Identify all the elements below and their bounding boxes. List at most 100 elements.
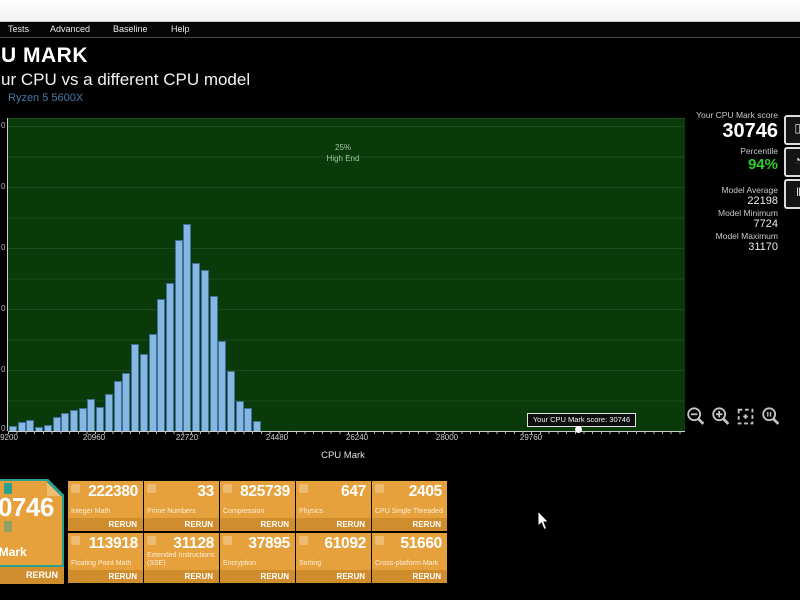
histogram-bar (43, 425, 52, 431)
tile-badge-icon (4, 483, 12, 494)
histogram-bar (227, 371, 235, 431)
score-label: Your CPU Mark score (696, 110, 778, 120)
histogram-bar (113, 381, 122, 431)
menu-item-baseline[interactable]: Baseline (113, 24, 148, 34)
back-arrow-icon: ◔ (793, 153, 800, 167)
mouse-cursor (537, 509, 551, 536)
chart-icon: ‖ (796, 185, 800, 199)
tile-glyph-icon (375, 536, 384, 545)
rerun-button[interactable]: RERUN (372, 518, 447, 531)
rerun-button[interactable]: RERUN (372, 570, 447, 583)
rerun-button[interactable]: RERUN (68, 518, 143, 531)
rerun-button[interactable]: RERUN (144, 518, 219, 531)
histogram-bar (131, 344, 140, 431)
y-tick-label-fragment: 0 (1, 182, 6, 191)
tile-label: Physics (299, 508, 324, 515)
tile-value: 825739 (240, 483, 290, 500)
histogram-bar (183, 224, 192, 431)
percentile-label: Percentile (740, 146, 778, 156)
tile-glyph-icon (71, 484, 80, 493)
menu-bar: Tests Advanced Baseline Help (0, 22, 800, 38)
tile-value: 647 (341, 483, 366, 500)
histogram-bar (192, 263, 201, 431)
side-button-back[interactable]: ◔ (784, 147, 800, 177)
result-tile-prime-numbers[interactable]: 33 Prime Numbers (144, 481, 219, 518)
result-tile-physics[interactable]: 647 Physics (296, 481, 371, 518)
histogram-bar (174, 240, 183, 431)
page-title: U MARK (1, 44, 88, 67)
page-subtitle: ur CPU vs a different CPU model (1, 70, 251, 89)
x-tick-label: 20960 (82, 433, 106, 442)
cpu-mark-summary-tile[interactable]: 30746 CPU Mark (0, 479, 64, 567)
histogram-bar (96, 407, 105, 431)
tile-value: 37895 (248, 535, 290, 552)
zoom-out-icon[interactable] (685, 405, 707, 429)
menu-item-tests[interactable]: Tests (8, 24, 30, 34)
x-tick-label: 28000 (435, 433, 459, 442)
result-tile-sorting[interactable]: 61092 Sorting (296, 533, 371, 570)
chart-zoom-controls (685, 403, 785, 431)
y-tick-label-fragment: 0 (1, 365, 6, 374)
menu-item-help[interactable]: Help (171, 24, 190, 34)
x-tick-label: 9200 (0, 433, 18, 442)
histogram-bar (139, 354, 148, 431)
score-marker-tooltip: Your CPU Mark score: 30746 (527, 413, 636, 427)
tile-value: 33 (197, 483, 214, 500)
histogram-bars (9, 120, 685, 431)
rerun-button[interactable]: RERUN (68, 570, 143, 583)
histogram-plot-area[interactable] (8, 118, 685, 432)
x-tick-label: 26240 (345, 433, 369, 442)
result-tile-cross-platform-mark[interactable]: 51660 Cross-platform Mark (372, 533, 447, 570)
tile-value: 222380 (88, 483, 138, 500)
tile-value: 113918 (88, 535, 138, 552)
model-minimum-value: 7724 (753, 218, 778, 230)
y-tick-label-fragment: 0 (1, 424, 6, 433)
cpu-model-link[interactable]: Ryzen 5 5600X (8, 92, 84, 104)
result-tile-encryption[interactable]: 37895 Encryption (220, 533, 295, 570)
y-tick-label-fragment: 0 (1, 243, 6, 252)
result-tile-floating-point-math[interactable]: 113918 Floating Point Math (68, 533, 143, 570)
histogram-bar (35, 427, 44, 431)
model-maximum-label: Model Maximum (715, 231, 778, 241)
tile-glyph-icon (375, 484, 384, 493)
rerun-button[interactable]: RERUN (296, 570, 371, 583)
side-button-document[interactable]: ▯ (784, 115, 800, 145)
histogram-bar (244, 408, 253, 431)
actual-size-icon[interactable] (760, 405, 782, 429)
rerun-button[interactable]: RERUN (220, 570, 295, 583)
result-tile-compression[interactable]: 825739 Compression (220, 481, 295, 518)
histogram-bar (26, 420, 35, 431)
fit-to-window-icon[interactable] (735, 405, 757, 429)
tile-glyph-icon (299, 536, 308, 545)
rerun-button[interactable]: RERUN (296, 518, 371, 531)
tile-glyph-icon (223, 536, 232, 545)
score-value: 30746 (722, 120, 778, 142)
rerun-button[interactable]: RERUN (144, 570, 219, 583)
tile-label: Integer Math (71, 508, 111, 515)
tile-label: Encryption (223, 560, 257, 567)
side-button-chart[interactable]: ‖ (784, 179, 800, 209)
x-axis-title: CPU Mark (321, 450, 365, 461)
tile-glyph-icon (223, 484, 232, 493)
tile-badge-icon (4, 521, 12, 532)
histogram-bar (9, 426, 17, 431)
window-title-bar (0, 0, 800, 22)
result-tile-extended-instructions-sse-[interactable]: 31128 Extended Instructions (SSE) (144, 533, 219, 570)
model-average-value: 22198 (747, 195, 778, 207)
tile-label: Compression (223, 508, 265, 515)
histogram-bar (148, 334, 157, 431)
histogram-bar (157, 299, 166, 431)
annotation-label: High End (326, 154, 360, 163)
result-tile-integer-math[interactable]: 222380 Integer Math (68, 481, 143, 518)
cpu-mark-rerun-button[interactable]: RERUN (0, 567, 64, 584)
histogram-bar (165, 283, 174, 431)
tile-glyph-icon (71, 536, 80, 545)
document-icon: ▯ (794, 121, 800, 135)
rerun-button[interactable]: RERUN (220, 518, 295, 531)
zoom-in-icon[interactable] (710, 405, 732, 429)
result-tile-cpu-single-threaded[interactable]: 2405 CPU Single Threaded (372, 481, 447, 518)
percentile-value: 94% (747, 156, 778, 173)
histogram-bar (253, 421, 262, 431)
menu-item-advanced[interactable]: Advanced (50, 24, 91, 34)
tile-value: 2405 (408, 483, 443, 500)
